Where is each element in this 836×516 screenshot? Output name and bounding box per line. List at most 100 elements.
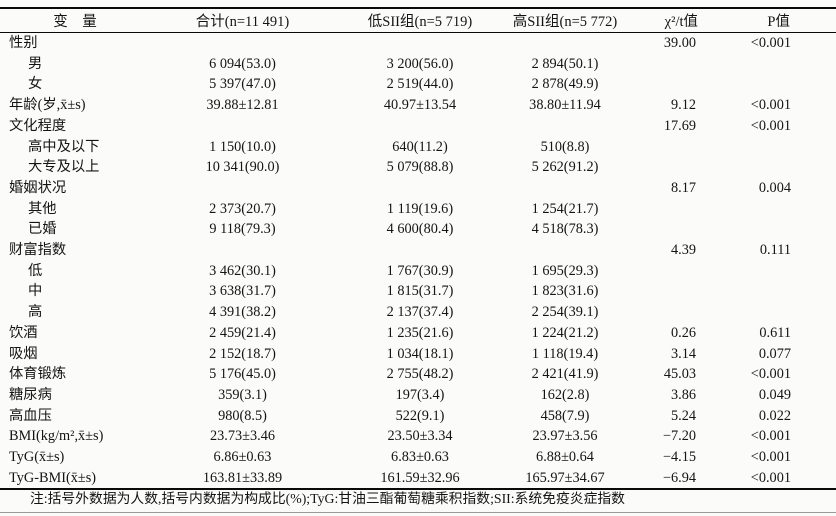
total-cell: 163.81±33.89 [202,469,283,486]
low-sii-cell: 1 034(18.1) [386,345,454,362]
variable-cell: 文化程度 [9,117,67,134]
variable-cell: 已婚 [28,221,57,238]
p-value-cell [725,261,836,282]
low-sii-cell: 4 600(80.4) [386,221,454,238]
total-cell: 2 373(20.7) [209,200,276,217]
table-row: 饮酒 2 459(21.4) 1 235(21.6) 1 224(21.2) 0.26 0… [0,323,836,344]
variable-cell: TyG(x̄±s) [9,449,65,466]
statistic-cell [625,199,725,220]
p-value-cell: 0.022 [758,407,791,424]
high-sii-cell: 1 823(31.6) [531,283,599,300]
total-cell [150,33,335,54]
table-row: 吸烟 2 152(18.7) 1 034(18.1) 1 118(19.4) 3.14 0… [0,344,836,365]
low-sii-cell: 5 079(88.8) [386,159,454,176]
total-cell: 23.73±3.46 [209,428,276,445]
low-sii-cell: 640(11.2) [392,138,448,155]
total-cell: 5 397(47.0) [209,76,276,93]
high-sii-cell [505,33,625,54]
low-sii-cell [335,178,505,199]
low-sii-cell: 1 815(31.7) [386,283,454,300]
variable-cell: 性别 [9,35,38,51]
column-header-high-sii: 高SII组(n=5 772) [505,8,625,33]
high-sii-cell: 2 878(49.9) [531,76,599,93]
low-sii-cell: 1 235(21.6) [386,324,454,341]
statistic-cell [625,157,725,178]
header-row: 变 量 合计(n=11 491) 低SII组(n=5 719) 高SII组(n=… [0,8,836,33]
table-row: 财富指数 4.39 0.111 [0,240,836,261]
data-table: 变 量 合计(n=11 491) 低SII组(n=5 719) 高SII组(n=… [0,7,836,491]
baseline-characteristics-table: 变 量 合计(n=11 491) 低SII组(n=5 719) 高SII组(n=… [0,7,836,491]
variable-cell: 财富指数 [9,242,67,259]
low-sii-cell: 3 200(56.0) [386,55,454,72]
p-value-cell [725,302,836,323]
total-cell [150,240,335,261]
variable-cell: 大专及以上 [28,159,100,176]
statistic-cell: 3.86 [670,386,696,403]
high-sii-cell: 23.97±3.56 [532,428,598,445]
table-row: 高血压 980(8.5) 522(9.1) 458(7.9) 5.24 0.022 [0,406,836,427]
high-sii-cell: 165.97±34.67 [525,469,605,486]
low-sii-cell [335,33,505,54]
total-cell: 6.86±0.63 [213,449,272,466]
low-sii-cell: 1 119(19.6) [386,200,454,217]
low-sii-cell: 6.83±0.63 [391,449,449,466]
high-sii-cell: 1 254(21.7) [531,200,599,217]
high-sii-cell: 2 254(39.1) [531,304,599,321]
p-value-cell: 0.611 [759,324,791,341]
variable-cell: 高血压 [9,407,52,424]
statistic-cell: 9.12 [670,97,696,114]
low-sii-cell: 2 755(48.2) [386,366,454,383]
table-body: 性别 39.00 <0.001 男 6 094(53.0) 3 200(56.0) 2 89… [0,33,836,490]
statistic-cell [625,261,725,282]
p-value-cell: 0.004 [758,179,791,196]
variable-cell: TyG-BMI(x̄±s) [9,469,97,486]
variable-cell: 其他 [28,200,57,217]
total-cell: 3 462(30.1) [209,262,276,279]
total-cell [150,116,335,137]
low-sii-cell [335,116,505,137]
table-row: TyG(x̄±s) 6.86±0.63 6.83±0.63 6.88±0.64 −4.1… [0,447,836,468]
high-sii-cell: 1 224(21.2) [531,324,599,341]
low-sii-cell: 2 519(44.0) [386,76,454,93]
p-value-cell: 0.049 [758,386,791,403]
table-row: 大专及以上 10 341(90.0) 5 079(88.8) 5 262(91.2) [0,157,836,178]
variable-cell: BMI(kg/m²,x̄±s) [9,428,104,445]
variable-cell: 年龄(岁,x̄±s) [9,97,86,114]
statistic-cell: 39.00 [663,35,696,51]
table-row: 男 6 094(53.0) 3 200(56.0) 2 894(50.1) [0,54,836,75]
total-cell: 3 638(31.7) [209,283,276,300]
high-sii-cell: 458(7.9) [540,407,590,424]
variable-cell: 婚姻状况 [9,179,67,196]
high-sii-cell [505,116,625,137]
low-sii-cell: 1 767(30.9) [386,262,454,279]
p-value-cell: <0.001 [750,117,791,134]
statistic-cell [625,74,725,95]
p-value-cell [725,54,836,75]
p-value-cell: <0.001 [750,449,791,466]
low-sii-cell: 161.59±32.96 [380,469,460,486]
high-sii-cell: 5 262(91.2) [531,159,599,176]
total-cell: 2 459(21.4) [209,324,276,341]
table-row: 已婚 9 118(79.3) 4 600(80.4) 4 518(78.3) [0,219,836,240]
p-value-cell: 0.111 [759,242,791,259]
table-header: 变 量 合计(n=11 491) 低SII组(n=5 719) 高SII组(n=… [0,8,836,33]
high-sii-cell [505,240,625,261]
variable-cell: 吸烟 [9,345,38,362]
table-row: 年龄(岁,x̄±s) 39.88±12.81 40.97±13.54 38.80±11… [0,95,836,116]
table-row: 文化程度 17.69 <0.001 [0,116,836,137]
high-sii-cell: 2 894(50.1) [531,55,599,72]
table-row: 高 4 391(38.2) 2 137(37.4) 2 254(39.1) [0,302,836,323]
p-value-cell: <0.001 [750,366,791,383]
high-sii-cell: 162(2.8) [540,386,590,403]
statistic-cell: −4.15 [662,449,696,466]
variable-cell: 高中及以下 [28,138,100,155]
total-cell: 2 152(18.7) [209,345,276,362]
p-value-cell [725,219,836,240]
p-value-cell [725,137,836,158]
variable-cell: 低 [28,262,43,279]
p-value-cell: <0.001 [750,97,791,114]
table-row: BMI(kg/m²,x̄±s) 23.73±3.46 23.50±3.34 23.97… [0,426,836,447]
variable-cell: 中 [28,283,43,300]
statistic-cell: −7.20 [662,428,696,445]
total-cell: 5 176(45.0) [209,366,276,383]
